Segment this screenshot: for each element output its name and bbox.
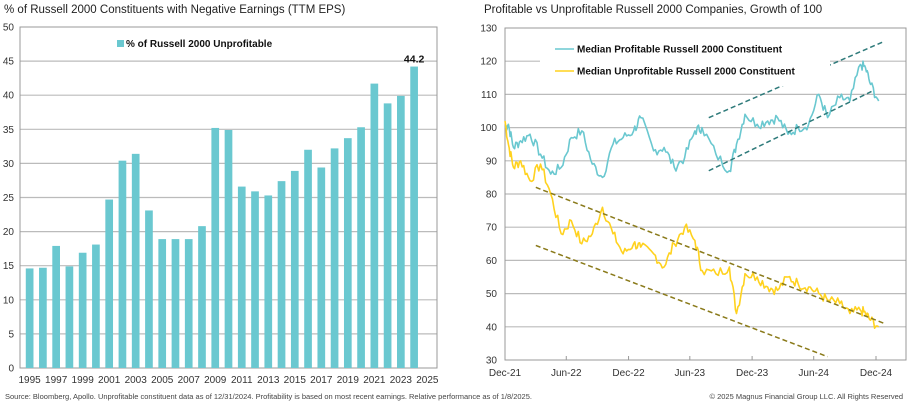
bar-2004 xyxy=(145,210,153,368)
bar-2002 xyxy=(118,160,127,368)
y-tick-label: 70 xyxy=(486,223,498,234)
bar-1999 xyxy=(78,252,87,368)
x-tick-label: 2025 xyxy=(416,375,439,386)
bar-2014 xyxy=(277,181,286,368)
legend-label: % of Russell 2000 Unprofitable xyxy=(126,39,273,50)
x-tick-label: Dec-23 xyxy=(736,368,769,379)
y-tick-label: 0 xyxy=(8,364,14,375)
bar-2006 xyxy=(171,239,180,368)
y-tick-label: 120 xyxy=(480,57,497,68)
x-tick-label: 2023 xyxy=(390,375,413,386)
y-tick-label: 20 xyxy=(3,227,15,238)
bar-1996 xyxy=(39,267,47,368)
data-label: 44.2 xyxy=(404,54,425,66)
x-tick-label: 2019 xyxy=(337,375,360,386)
y-tick-label: 45 xyxy=(3,57,15,68)
y-tick-label: 60 xyxy=(486,256,498,267)
y-tick-label: 110 xyxy=(481,90,497,101)
series-line-profitable xyxy=(504,60,880,179)
y-tick-label: 50 xyxy=(486,289,498,300)
y-tick-label: 25 xyxy=(3,193,15,204)
bar-1995 xyxy=(25,268,34,368)
bar-2011 xyxy=(237,186,246,368)
x-tick-label: 2021 xyxy=(363,375,386,386)
plot-frame xyxy=(504,27,907,361)
bar-2007 xyxy=(184,239,193,368)
bar-chart-title: % of Russell 2000 Constituents with Nega… xyxy=(4,4,346,16)
bar-2005 xyxy=(158,239,167,368)
y-tick-label: 130 xyxy=(480,24,497,35)
x-tick-label: Dec-22 xyxy=(612,368,645,379)
x-tick-label: Jun-24 xyxy=(798,368,829,379)
bar-2015 xyxy=(290,170,299,368)
line-chart-title: Profitable vs Unprofitable Russell 2000 … xyxy=(484,4,823,16)
bar-2017 xyxy=(317,167,326,368)
legend-label-unprofitable: Median Unprofitable Russell 2000 Constit… xyxy=(577,67,795,78)
bar-2012 xyxy=(251,191,259,368)
x-tick-label: 2009 xyxy=(204,375,227,386)
bar-2003 xyxy=(131,153,140,368)
y-tick-label: 50 xyxy=(3,23,15,34)
x-tick-label: Jun-22 xyxy=(551,368,582,379)
bar-2021 xyxy=(370,83,379,368)
y-tick-label: 80 xyxy=(486,190,498,201)
unprofitable-channel-upper-trendline xyxy=(535,186,885,325)
x-tick-label: Jun-23 xyxy=(675,368,706,379)
bar-2022 xyxy=(383,103,392,368)
x-tick-label: 2007 xyxy=(178,375,201,386)
bar-2016 xyxy=(304,149,312,368)
footer-copyright: © 2025 Magnus Financial Group LLC. All R… xyxy=(709,392,903,401)
y-tick-label: 35 xyxy=(3,125,15,136)
y-tick-label: 40 xyxy=(3,91,15,102)
profitable-channel-lower-trendline xyxy=(708,90,873,172)
bar-1998 xyxy=(65,266,74,368)
bar-2019 xyxy=(343,138,352,368)
x-tick-label: 2015 xyxy=(284,375,307,386)
bar-2020 xyxy=(357,127,365,368)
bar-2001 xyxy=(105,199,114,368)
legend-background xyxy=(540,38,830,86)
bar-2008 xyxy=(198,226,206,368)
x-tick-label: 1999 xyxy=(72,375,95,386)
bar-2018 xyxy=(330,148,339,368)
series-line-unprofitable xyxy=(504,120,880,329)
line-chart: 30 40 50 60 70 80 90 100 110 120 130 Dec-21 Jun-22 De… xyxy=(480,24,907,379)
x-tick-label: 2005 xyxy=(151,375,174,386)
bar-2010 xyxy=(224,129,233,368)
y-tick-label: 30 xyxy=(486,356,498,367)
x-tick-label: 2011 xyxy=(231,375,253,386)
legend-swatch xyxy=(117,40,124,47)
legend-label-profitable: Median Profitable Russell 2000 Constitue… xyxy=(577,45,783,56)
y-tick-label: 100 xyxy=(480,123,497,134)
bar-2013 xyxy=(264,195,273,368)
x-tick-label: Dec-24 xyxy=(860,368,893,379)
y-tick-label: 15 xyxy=(3,261,15,272)
x-tick-label: 1995 xyxy=(19,375,42,386)
y-tick-label: 10 xyxy=(3,295,15,306)
bar-1997 xyxy=(52,245,60,368)
y-tick-label: 90 xyxy=(486,156,498,167)
y-tick-label: 5 xyxy=(8,329,14,340)
x-tick-label: 1997 xyxy=(45,375,68,386)
x-tick-label: Dec-21 xyxy=(489,368,522,379)
bar-2000 xyxy=(92,244,100,368)
x-tick-label: 2017 xyxy=(310,375,333,386)
bar-2023 xyxy=(397,95,405,368)
x-tick-label: 2003 xyxy=(125,375,148,386)
x-tick-label: 2001 xyxy=(98,375,121,386)
y-tick-label: 40 xyxy=(486,322,498,333)
bar-2024 xyxy=(410,66,418,368)
x-tick-label: 2013 xyxy=(257,375,280,386)
bar-2009 xyxy=(211,127,220,368)
footer-source-note: Source: Bloomberg, Apollo. Unprofitable … xyxy=(5,392,532,401)
unprofitable-channel-lower-trendline xyxy=(535,244,828,358)
y-tick-label: 30 xyxy=(3,159,15,170)
